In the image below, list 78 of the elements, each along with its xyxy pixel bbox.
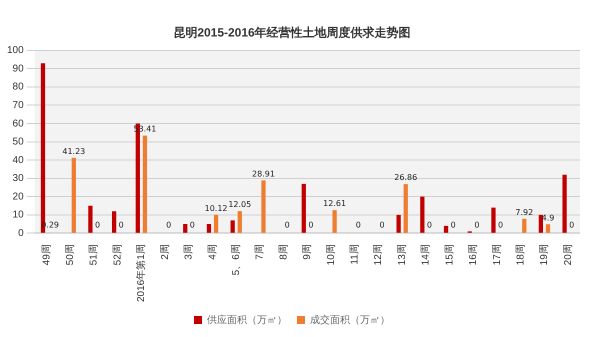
x-tick-label: 20周: [562, 244, 574, 266]
legend-label: 供应面积（万㎡）: [207, 314, 287, 326]
data-label: 0: [569, 220, 574, 230]
x-tick-label: 13周: [396, 244, 408, 266]
x-tick-label: 18周: [515, 244, 526, 266]
data-label: 0: [498, 220, 504, 230]
data-label: 0: [190, 220, 195, 230]
x-tick-label: 5、6周: [230, 244, 242, 276]
bar: [142, 136, 148, 233]
bar: [396, 214, 401, 233]
bar: [183, 224, 188, 233]
y-tick-label: 70: [12, 100, 24, 111]
data-label: 0: [166, 220, 172, 230]
x-tick-label: 11周: [350, 244, 361, 265]
data-label: 7.92: [515, 208, 534, 217]
bar: [214, 214, 218, 233]
y-tick-label: 30: [12, 173, 24, 184]
data-label: 0: [450, 220, 456, 230]
x-tick-label: 19周: [539, 244, 550, 266]
data-label: 10.12: [204, 204, 228, 213]
y-tick-label: 40: [12, 154, 24, 166]
bar: [230, 220, 235, 233]
x-tick-label: 50周: [65, 244, 76, 266]
data-label: 0: [284, 220, 290, 230]
bar: [546, 224, 550, 233]
x-tick-label: 52周: [112, 244, 124, 266]
y-tick-label: 60: [12, 118, 24, 130]
y-tick-label: 10: [12, 210, 24, 221]
x-tick-label: 2016年第1周: [135, 244, 148, 302]
bar: [404, 184, 408, 233]
bar: [522, 218, 526, 233]
x-tick-label: 14周: [420, 244, 432, 266]
legend-label: 成交面积（万㎡）: [310, 314, 390, 326]
y-tick-label: 50: [12, 136, 24, 148]
x-tick-label: 9周: [302, 244, 314, 260]
data-label: 0: [379, 220, 385, 230]
x-tick-label: 16周: [468, 244, 480, 266]
data-label: 0: [118, 220, 124, 230]
x-tick-label: 10周: [326, 244, 337, 266]
x-tick-label: 51周: [88, 244, 100, 266]
x-tick-label: 3周: [184, 244, 195, 260]
bar: [332, 210, 337, 233]
bar: [538, 214, 544, 233]
data-label: 0: [356, 220, 361, 230]
x-tick-label: 49周: [41, 244, 52, 266]
data-label: 0: [308, 220, 314, 230]
bar: [444, 226, 448, 233]
data-label: 26.86: [394, 173, 418, 182]
y-tick-label: 90: [12, 63, 24, 74]
data-label: 28.91: [252, 169, 275, 178]
bar: [112, 211, 116, 233]
data-label: 41.23: [62, 146, 86, 156]
bar: [420, 196, 424, 233]
x-tick-label: 15周: [444, 244, 456, 266]
data-label: 12.61: [323, 199, 346, 208]
x-tick-label: 4周: [207, 244, 218, 260]
data-label: 0: [426, 220, 432, 230]
y-tick-label: 100: [6, 45, 24, 56]
x-tick-label: 17周: [492, 244, 503, 266]
x-tick-label: 7周: [254, 244, 266, 260]
bar: [238, 211, 242, 233]
data-label: 0: [474, 220, 480, 230]
data-label: 12.05: [228, 200, 252, 210]
x-tick-label: 2周: [160, 244, 171, 260]
bar: [261, 180, 266, 233]
bar: [72, 158, 76, 233]
chart-title: 昆明2015-2016年经营性土地周度供求走势图: [173, 26, 411, 40]
bar: [206, 224, 212, 233]
y-tick-label: 20: [12, 191, 24, 202]
y-tick-label: 80: [12, 82, 24, 93]
y-tick-label: 0: [18, 228, 24, 239]
bar: [491, 208, 496, 233]
bar: [88, 206, 93, 233]
x-tick-label: 8周: [278, 244, 290, 260]
bar: [562, 174, 567, 233]
data-label: 0: [94, 220, 100, 230]
x-tick-label: 12周: [373, 244, 384, 266]
bar: [302, 184, 306, 233]
